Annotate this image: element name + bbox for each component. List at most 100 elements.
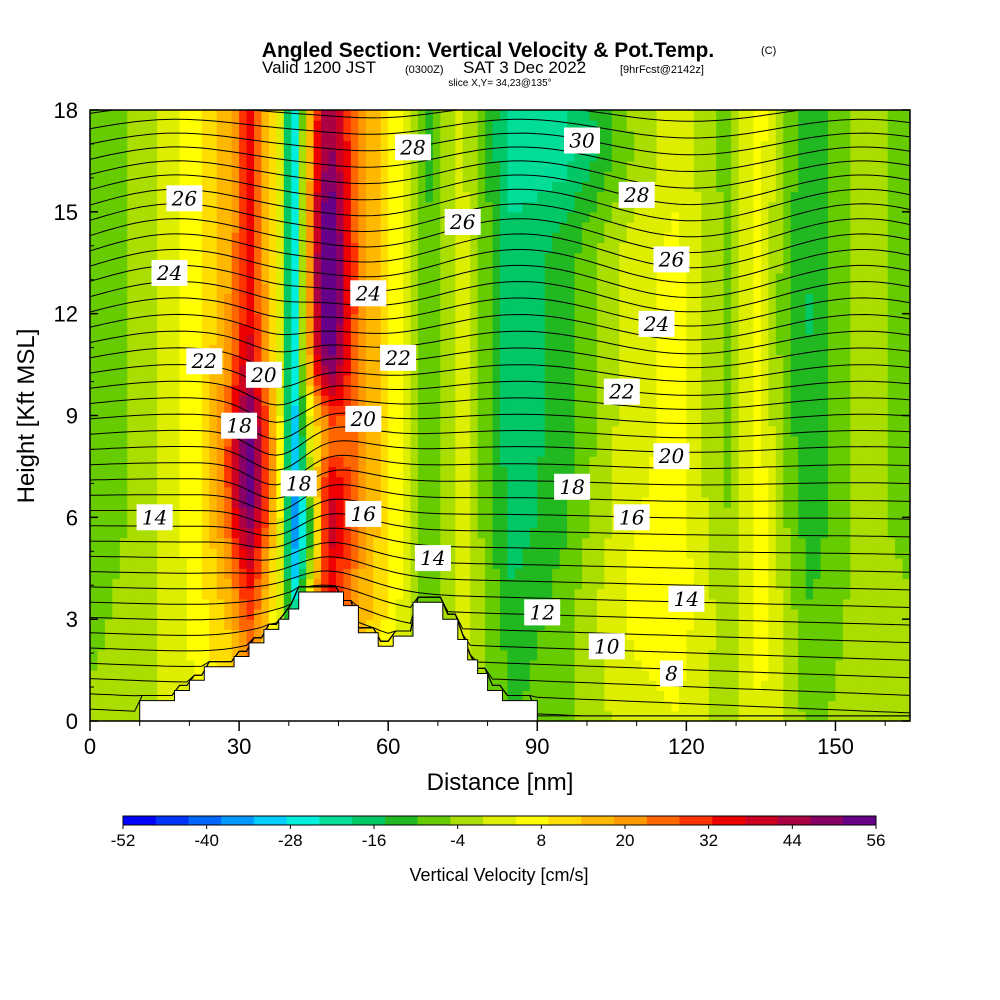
velocity-cell [432,476,441,488]
velocity-cell [693,537,702,549]
velocity-cell [567,150,576,162]
velocity-cell [410,283,419,294]
velocity-cell [611,588,620,600]
velocity-cell [172,232,181,243]
velocity-cell [514,160,523,172]
velocity-cell [328,568,337,580]
velocity-cell [157,639,166,651]
velocity-cell [90,629,99,641]
velocity-cell [455,293,464,305]
velocity-cell [261,222,270,233]
velocity-cell [336,323,345,335]
velocity-cell [90,110,99,121]
velocity-cell [596,120,605,131]
velocity-cell [239,252,248,264]
velocity-cell [537,456,546,468]
velocity-cell [462,293,471,305]
velocity-cell [127,395,136,406]
velocity-cell [172,547,181,559]
velocity-cell [582,629,591,641]
velocity-cell [626,476,635,488]
velocity-cell [500,120,509,131]
velocity-cell [336,486,345,498]
velocity-cell [157,323,166,335]
velocity-cell [283,588,292,600]
velocity-cell [611,252,620,264]
velocity-cell [596,578,605,590]
velocity-cell [276,323,285,335]
velocity-cell [455,120,464,131]
velocity-cell [336,456,345,468]
velocity-cell [104,201,113,213]
velocity-cell [216,171,225,182]
velocity-cell [418,486,427,498]
velocity-cell [283,517,292,529]
velocity-cell [589,120,598,131]
velocity-cell [514,649,523,661]
velocity-cell [693,578,702,590]
velocity-cell [134,191,143,203]
velocity-cell [559,201,568,213]
velocity-cell [447,547,456,559]
velocity-cell [328,242,337,254]
velocity-cell [678,496,687,508]
velocity-cell [574,435,583,447]
velocity-cell [313,486,322,498]
velocity-cell [559,415,568,427]
velocity-cell [425,110,434,121]
velocity-cell [254,313,263,325]
velocity-cell [589,354,598,366]
velocity-cell [611,425,620,437]
velocity-cell [104,293,113,305]
velocity-cell [596,496,605,508]
velocity-cell [231,110,240,121]
velocity-cell [492,537,501,549]
velocity-cell [179,171,188,182]
velocity-cell [589,578,598,590]
velocity-cell [209,446,218,457]
velocity-cell [395,466,404,478]
velocity-cell [678,466,687,478]
velocity-cell [485,160,494,172]
velocity-cell [589,283,598,294]
velocity-cell [619,537,628,549]
velocity-cell [186,456,195,468]
velocity-cell [97,649,106,661]
velocity-cell [596,150,605,162]
velocity-cell [231,211,240,223]
velocity-cell [254,293,263,305]
velocity-cell [283,456,292,468]
velocity-cell [701,130,710,142]
velocity-cell [470,619,479,630]
velocity-cell [298,211,307,223]
velocity-cell [231,283,240,294]
velocity-cell [112,558,121,569]
velocity-cell [306,517,315,529]
velocity-cell [574,446,583,457]
velocity-cell [90,323,99,335]
velocity-cell [559,537,568,549]
velocity-cell [395,415,404,427]
velocity-cell [350,120,359,131]
velocity-cell [492,649,501,661]
velocity-cell [358,568,367,580]
velocity-cell [403,191,412,203]
velocity-cell [514,456,523,468]
velocity-cell [224,496,233,508]
velocity-cell [410,425,419,437]
velocity-cell [582,517,591,529]
velocity-cell [380,171,389,182]
velocity-cell [149,670,158,681]
velocity-cell [239,649,248,661]
velocity-cell [671,649,680,661]
velocity-cell [552,374,561,386]
velocity-cell [537,374,546,386]
velocity-cell [664,578,673,590]
velocity-cell [224,578,233,590]
velocity-cell [529,690,538,702]
velocity-cell [596,619,605,630]
velocity-cell [686,242,695,254]
velocity-cell [529,639,538,651]
velocity-cell [291,568,300,580]
velocity-cell [395,527,404,539]
